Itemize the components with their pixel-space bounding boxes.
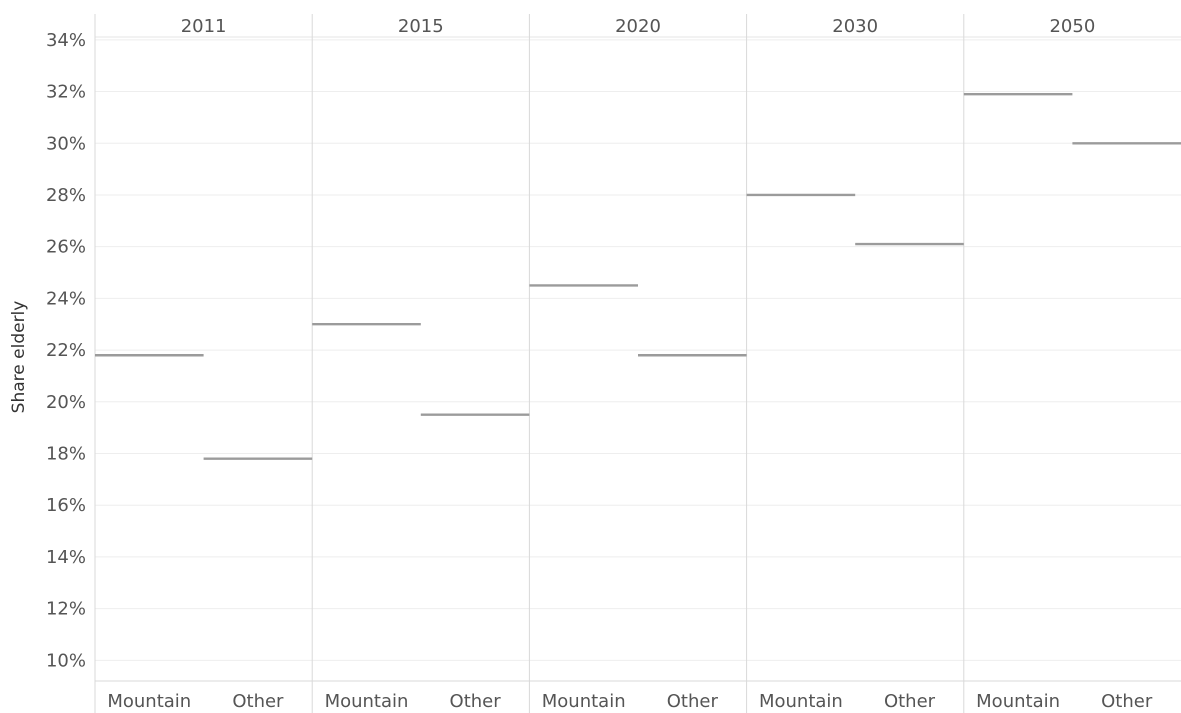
y-tick-label: 22% <box>46 340 86 361</box>
grid-lines <box>95 39 1181 661</box>
y-tick-label: 30% <box>46 133 86 154</box>
y-tick-label: 24% <box>46 288 86 309</box>
category-label-other: Other <box>1101 691 1153 712</box>
category-label-other: Other <box>450 691 502 712</box>
data-marks <box>95 92 1181 460</box>
panel-header-2050: 2050 <box>1049 16 1095 37</box>
category-label-mountain: Mountain <box>759 691 843 712</box>
y-tick-label: 20% <box>46 392 86 413</box>
y-axis: Share elderly 10% 12% 14% 16% 18% 20% 22% 24% 26… <box>9 30 86 671</box>
category-label-mountain: Mountain <box>325 691 409 712</box>
category-label-mountain: Mountain <box>542 691 626 712</box>
y-tick-label: 16% <box>46 495 86 516</box>
y-axis-title: Share elderly <box>9 301 29 414</box>
panels: 2011 Mountain Other 2015 Mountain Other 2020 Mo… <box>94 14 1181 713</box>
y-tick-label: 14% <box>46 547 86 568</box>
panel-header-2030: 2030 <box>832 16 878 37</box>
y-tick-label: 26% <box>46 237 86 258</box>
y-tick-label: 18% <box>46 443 86 464</box>
panel-header-2011: 2011 <box>181 16 227 37</box>
category-label-other: Other <box>232 691 284 712</box>
y-tick-label: 28% <box>46 185 86 206</box>
y-tick-label: 32% <box>46 82 86 103</box>
y-tick-label: 34% <box>46 30 86 51</box>
category-label-other: Other <box>884 691 936 712</box>
category-label-other: Other <box>667 691 719 712</box>
category-label-mountain: Mountain <box>976 691 1060 712</box>
category-label-mountain: Mountain <box>107 691 191 712</box>
panel-header-2020: 2020 <box>615 16 661 37</box>
y-tick-label: 12% <box>46 599 86 620</box>
y-tick-label: 10% <box>46 650 86 671</box>
panel-header-2015: 2015 <box>398 16 444 37</box>
